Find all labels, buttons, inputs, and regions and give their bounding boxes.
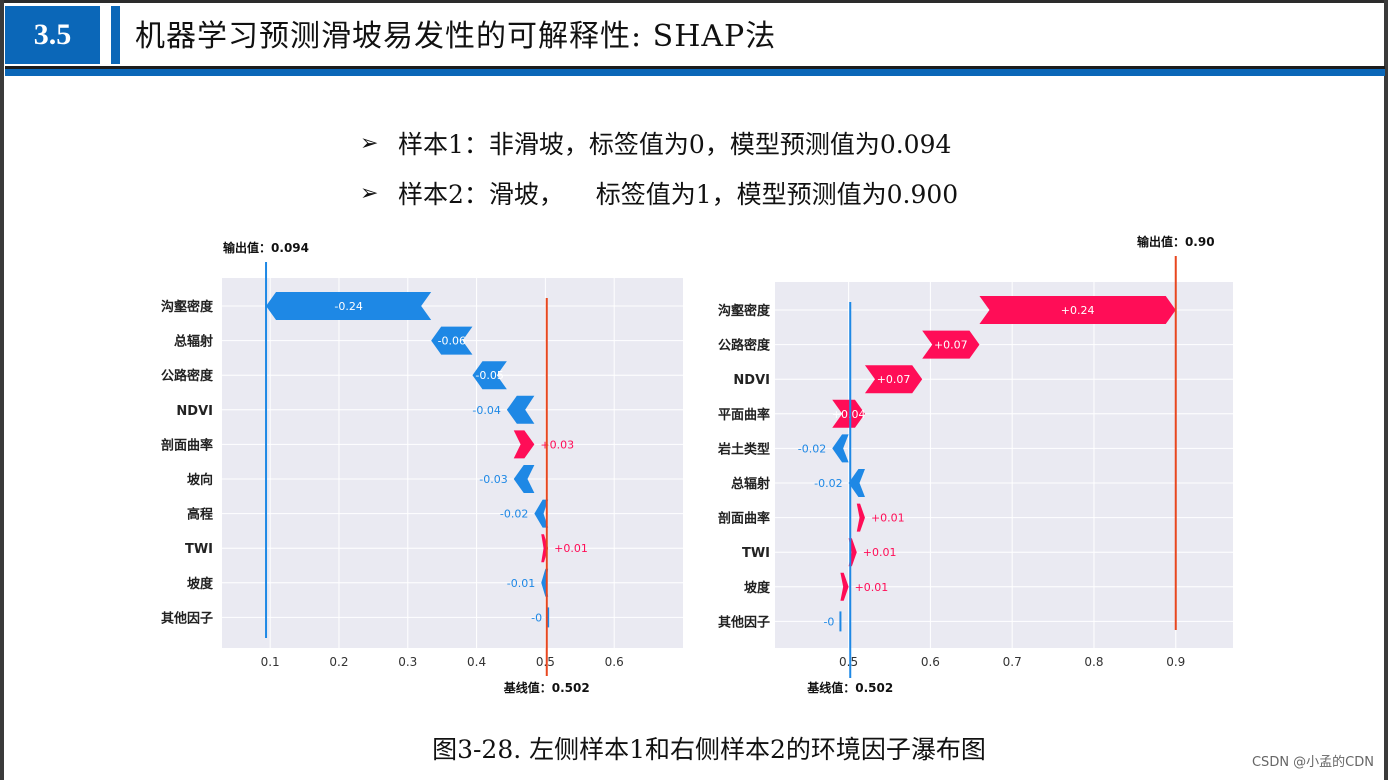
x-tick-label: 0.1 — [261, 655, 280, 669]
header-rule-blue — [5, 69, 1385, 76]
output-value-label: 输出值：0.90 — [1137, 234, 1215, 249]
bar-value-label: -0.02 — [500, 508, 528, 521]
feature-label: 公路密度 — [161, 368, 214, 384]
waterfall-bar — [832, 399, 865, 428]
feature-label: TWI — [185, 542, 213, 557]
feature-label: 坡度 — [744, 580, 771, 596]
bar-value-label: +0.01 — [871, 512, 905, 525]
slide-title: 机器学习预测滑坡易发性的可解释性: SHAP法 — [135, 19, 777, 54]
x-tick-label: 0.8 — [1084, 655, 1103, 669]
feature-label: 坡向 — [187, 472, 213, 488]
bar-value-label: -0.03 — [479, 473, 507, 486]
bar-value-label: -0.02 — [798, 442, 826, 455]
badge-accent-bar — [111, 6, 120, 64]
bar-value-label: -0.01 — [507, 577, 535, 590]
bar-value-label: -0.02 — [814, 477, 842, 490]
feature-label: 平面曲率 — [718, 407, 770, 423]
waterfall-bar — [864, 365, 923, 394]
bullet-item-2: ➢ 样本2：滑坡， 标签值为1，模型预测值为0.900 — [360, 168, 958, 218]
header-rule-dark — [5, 66, 1385, 69]
bar-value-label: +0.04 — [832, 408, 866, 421]
section-number-badge: 3.5 — [5, 6, 100, 64]
feature-label: 剖面曲率 — [718, 511, 770, 527]
bullet-text: 样本1：非滑坡，标签值为0，模型预测值为0.094 — [398, 130, 952, 159]
waterfall-bar — [266, 292, 432, 320]
bullet-arrow-icon: ➢ — [360, 180, 379, 206]
watermark: CSDN @小孟的CDN — [1251, 755, 1374, 770]
feature-label: 岩土类型 — [717, 441, 770, 457]
feature-label: 其他因子 — [718, 614, 770, 630]
feature-label: 高程 — [187, 507, 213, 523]
bar-value-label: +0.07 — [877, 373, 911, 386]
bar-value-label: +0.03 — [540, 438, 574, 451]
window-top-border — [0, 0, 1388, 3]
feature-label: 总辐射 — [174, 334, 213, 350]
waterfall-bar — [472, 361, 507, 390]
x-tick-label: 0.6 — [921, 655, 940, 669]
feature-label: 其他因子 — [161, 610, 213, 626]
x-tick-label: 0.3 — [398, 655, 417, 669]
bullet-text: 样本2：滑坡， 标签值为1，模型预测值为0.900 — [398, 180, 959, 209]
feature-label: 总辐射 — [731, 476, 770, 492]
bullet-item-1: ➢ 样本1：非滑坡，标签值为0，模型预测值为0.094 — [360, 118, 958, 168]
x-tick-label: 0.6 — [605, 655, 624, 669]
feature-label: NDVI — [176, 404, 213, 419]
waterfall-bar — [513, 430, 535, 459]
bar-value-label: -0 — [823, 615, 834, 628]
waterfall-bar — [856, 503, 865, 532]
waterfall-bar — [541, 534, 549, 563]
x-tick-label: 0.7 — [1003, 655, 1022, 669]
bar-value-label: -0 — [531, 611, 542, 624]
x-tick-label: 0.5 — [536, 655, 555, 669]
feature-label: 公路密度 — [718, 338, 771, 354]
output-value-label: 输出值：0.094 — [223, 240, 309, 255]
feature-label: 沟壑密度 — [718, 303, 771, 319]
feature-label: TWI — [742, 546, 770, 561]
bar-value-label: +0.01 — [855, 581, 889, 594]
waterfall-bar — [534, 499, 549, 528]
feature-label: NDVI — [733, 373, 770, 388]
bar-value-label: -0.24 — [334, 300, 362, 313]
window-left-border — [0, 0, 4, 780]
waterfall-bar — [840, 572, 849, 601]
waterfall-bar — [832, 434, 849, 463]
bar-value-label: +0.01 — [863, 546, 897, 559]
badge-gap — [100, 6, 111, 64]
x-tick-label: 0.2 — [329, 655, 348, 669]
bar-value-label: -0.05 — [475, 369, 503, 382]
figure-caption: 图3-28. 左侧样本1和右侧样本2的环境因子瀑布图 — [432, 735, 986, 764]
waterfall-bar — [848, 469, 865, 497]
feature-label: 剖面曲率 — [161, 437, 213, 453]
base-value-label: 基线值：0.502 — [806, 680, 893, 695]
waterfall-bar — [979, 296, 1176, 324]
waterfall-bar — [513, 465, 535, 493]
feature-label: 坡度 — [187, 576, 214, 592]
bar-value-label: +0.07 — [934, 339, 968, 352]
waterfall-bar — [922, 330, 980, 359]
x-tick-label: 0.4 — [467, 655, 486, 669]
window-right-border — [1384, 0, 1388, 780]
bar-value-label: +0.01 — [554, 542, 588, 555]
waterfall-bar — [431, 326, 473, 355]
bullet-list: ➢ 样本1：非滑坡，标签值为0，模型预测值为0.094 ➢ 样本2：滑坡， 标签… — [360, 118, 958, 218]
bar-value-label: -0.04 — [472, 404, 500, 417]
x-tick-label: 0.9 — [1166, 655, 1185, 669]
base-value-label: 基线值：0.502 — [503, 680, 590, 695]
bar-value-label: +0.24 — [1061, 304, 1095, 317]
bullet-arrow-icon: ➢ — [360, 130, 379, 156]
waterfall-bar — [506, 395, 535, 424]
x-tick-label: 0.5 — [839, 655, 858, 669]
bar-value-label: -0.06 — [438, 335, 466, 348]
feature-label: 沟壑密度 — [161, 299, 214, 315]
